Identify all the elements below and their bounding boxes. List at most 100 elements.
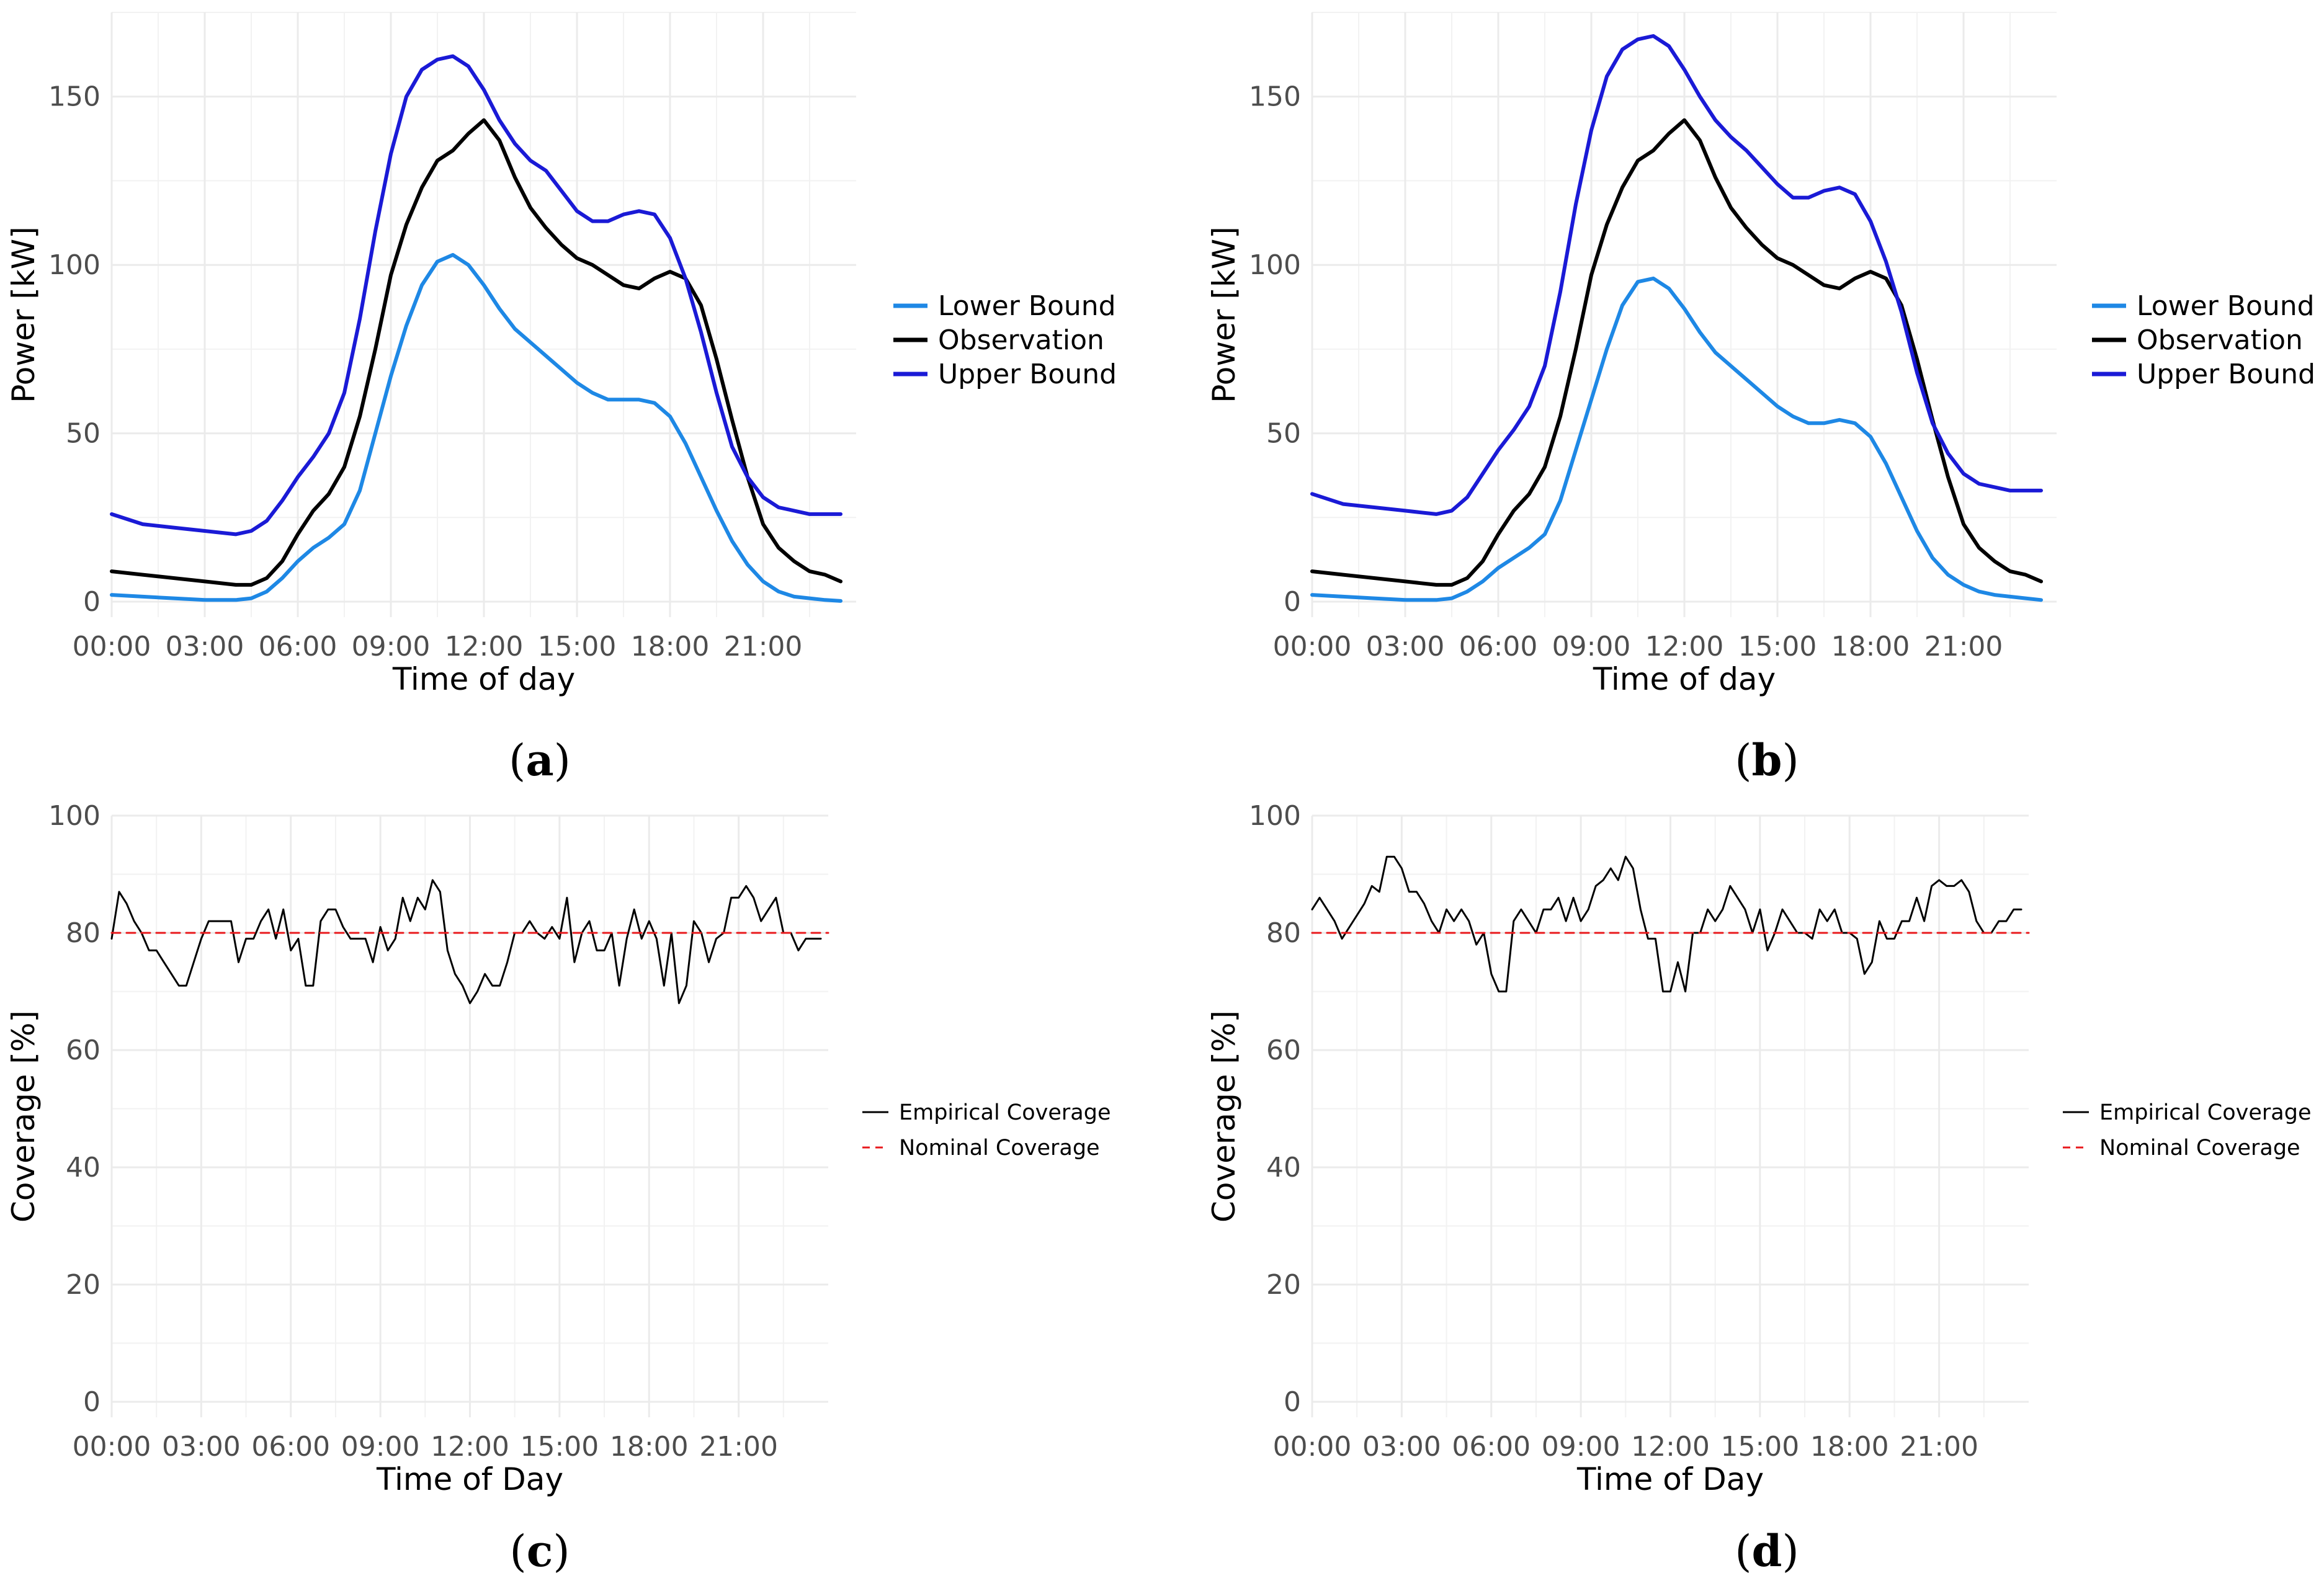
major-gridlines — [1311, 814, 2029, 1417]
series-line-observation — [1310, 118, 2043, 587]
x-tick-label: 21:00 — [1900, 1431, 1978, 1463]
x-tick-label: 15:00 — [1738, 631, 1817, 662]
x-tick-label: 21:00 — [724, 631, 803, 662]
y-axis-title: Coverage [%] — [1206, 1010, 1242, 1223]
series-line-lower-bound — [110, 252, 842, 603]
y-tick-label: 100 — [1249, 800, 1301, 832]
x-tick-label: 12:00 — [431, 1431, 509, 1463]
legend-label: Empirical Coverage — [2099, 1100, 2312, 1125]
x-tick-label: 03:00 — [1362, 1431, 1441, 1463]
y-axis-title: Power [kW] — [6, 226, 42, 403]
x-tick-label: 06:00 — [1459, 631, 1538, 662]
x-tick-label: 15:00 — [538, 631, 617, 662]
y-tick-label: 0 — [1284, 1386, 1301, 1418]
legend-label: Nominal Coverage — [899, 1136, 1100, 1161]
legend-label: Lower Bound — [938, 290, 1116, 322]
chart-panel-c: 00:00 03:00 06:00 09:00 12:00 15:00 18:00 21:00… — [6, 800, 1111, 1577]
chart-panel-b: 00:00 03:00 06:00 09:00 12:00 15:00 18:00 21:00… — [1206, 12, 2315, 786]
panel-caption: (c) — [509, 1525, 570, 1577]
x-tick-label: 06:00 — [1452, 1431, 1531, 1463]
series-lines — [1310, 34, 2043, 602]
series-line-upper-bound — [110, 54, 842, 537]
x-tick-label: 09:00 — [1542, 1431, 1620, 1463]
y-tick-label: 150 — [48, 81, 101, 113]
y-tick-label: 100 — [48, 249, 101, 281]
legend-label: Observation — [938, 324, 1104, 356]
panel-caption: (d) — [1735, 1525, 1799, 1577]
legend-label: Lower Bound — [2137, 290, 2315, 322]
x-tick-label: 06:00 — [259, 631, 337, 662]
x-tick-label: 00:00 — [73, 1431, 151, 1463]
x-tick-label: 21:00 — [699, 1431, 778, 1463]
x-tick-label: 09:00 — [341, 1431, 420, 1463]
x-tick-label: 21:00 — [1924, 631, 2003, 662]
x-tick-label: 18:00 — [1810, 1431, 1889, 1463]
legend: Empirical Coverage Nominal Coverage — [862, 1100, 1111, 1161]
panel-caption: (b) — [1735, 734, 1799, 786]
series-lines — [110, 879, 829, 1004]
y-tick-label: 0 — [83, 1386, 101, 1418]
y-tick-label: 40 — [1266, 1152, 1301, 1183]
y-tick-label: 50 — [66, 418, 101, 450]
x-axis-title: Time of Day — [1576, 1461, 1764, 1497]
x-tick-label: 00:00 — [1273, 1431, 1352, 1463]
x-tick-label: 18:00 — [610, 1431, 689, 1463]
y-tick-label: 50 — [1266, 418, 1301, 450]
major-gridlines — [110, 814, 828, 1417]
x-axis-title: Time of day — [392, 661, 575, 697]
series-line-empirical-coverage — [110, 879, 822, 1004]
legend-label: Nominal Coverage — [2099, 1136, 2300, 1161]
series-line-observation — [110, 118, 842, 587]
x-tick-label: 15:00 — [520, 1431, 599, 1463]
legend-label: Empirical Coverage — [899, 1100, 1111, 1125]
x-tick-label: 18:00 — [1831, 631, 1910, 662]
x-tick-label: 03:00 — [166, 631, 244, 662]
y-axis-title: Coverage [%] — [6, 1010, 42, 1223]
x-axis-title: Time of day — [1593, 661, 1776, 697]
y-tick-label: 60 — [1266, 1035, 1301, 1066]
y-tick-label: 20 — [1266, 1269, 1301, 1301]
legend-label: Observation — [2137, 324, 2303, 356]
chart-panel-d: 00:00 03:00 06:00 09:00 12:00 15:00 18:00 21:00… — [1206, 800, 2312, 1577]
y-tick-label: 20 — [66, 1269, 101, 1301]
legend: Empirical Coverage Nominal Coverage — [2063, 1100, 2312, 1161]
x-tick-label: 12:00 — [1631, 1431, 1710, 1463]
x-tick-label: 06:00 — [251, 1431, 330, 1463]
chart-panel-a: 00:00 03:00 06:00 09:00 12:00 15:00 18:00 21:00… — [6, 12, 1117, 786]
major-gridlines — [110, 12, 856, 617]
x-tick-label: 09:00 — [352, 631, 431, 662]
x-tick-label: 03:00 — [162, 1431, 241, 1463]
y-tick-label: 0 — [1284, 586, 1301, 618]
y-tick-label: 80 — [66, 917, 101, 949]
x-tick-label: 15:00 — [1720, 1431, 1799, 1463]
series-line-lower-bound — [1310, 276, 2043, 602]
y-axis-title: Power [kW] — [1206, 226, 1242, 403]
series-lines — [110, 54, 842, 603]
series-line-empirical-coverage — [1311, 855, 2022, 992]
x-tick-label: 03:00 — [1366, 631, 1445, 662]
y-tick-label: 80 — [1266, 917, 1301, 949]
x-tick-label: 00:00 — [73, 631, 151, 662]
x-tick-label: 12:00 — [445, 631, 524, 662]
panel-caption: (a) — [509, 734, 571, 786]
series-line-upper-bound — [1310, 34, 2043, 516]
x-tick-label: 09:00 — [1552, 631, 1631, 662]
x-tick-label: 00:00 — [1273, 631, 1352, 662]
minor-gridlines — [112, 816, 828, 1417]
x-axis-title: Time of Day — [376, 1461, 563, 1497]
major-gridlines — [1311, 12, 2057, 617]
y-tick-label: 60 — [66, 1035, 101, 1066]
legend-label: Upper Bound — [938, 359, 1117, 390]
legend-label: Upper Bound — [2137, 359, 2315, 390]
y-tick-label: 100 — [48, 800, 101, 832]
series-lines — [1311, 855, 2030, 992]
y-tick-label: 150 — [1249, 81, 1301, 113]
y-tick-label: 100 — [1249, 249, 1301, 281]
y-tick-label: 0 — [83, 586, 101, 618]
x-tick-label: 12:00 — [1645, 631, 1724, 662]
x-tick-label: 18:00 — [631, 631, 710, 662]
y-tick-label: 40 — [66, 1152, 101, 1183]
